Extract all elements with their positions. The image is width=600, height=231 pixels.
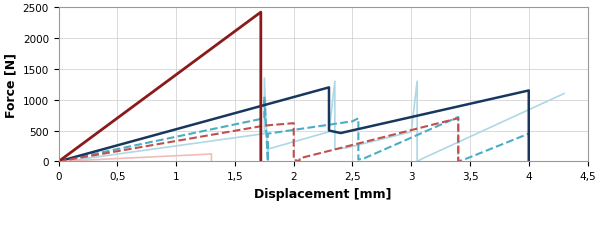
- X-axis label: Displacement [mm]: Displacement [mm]: [254, 187, 392, 200]
- Y-axis label: Force [N]: Force [N]: [4, 53, 17, 117]
